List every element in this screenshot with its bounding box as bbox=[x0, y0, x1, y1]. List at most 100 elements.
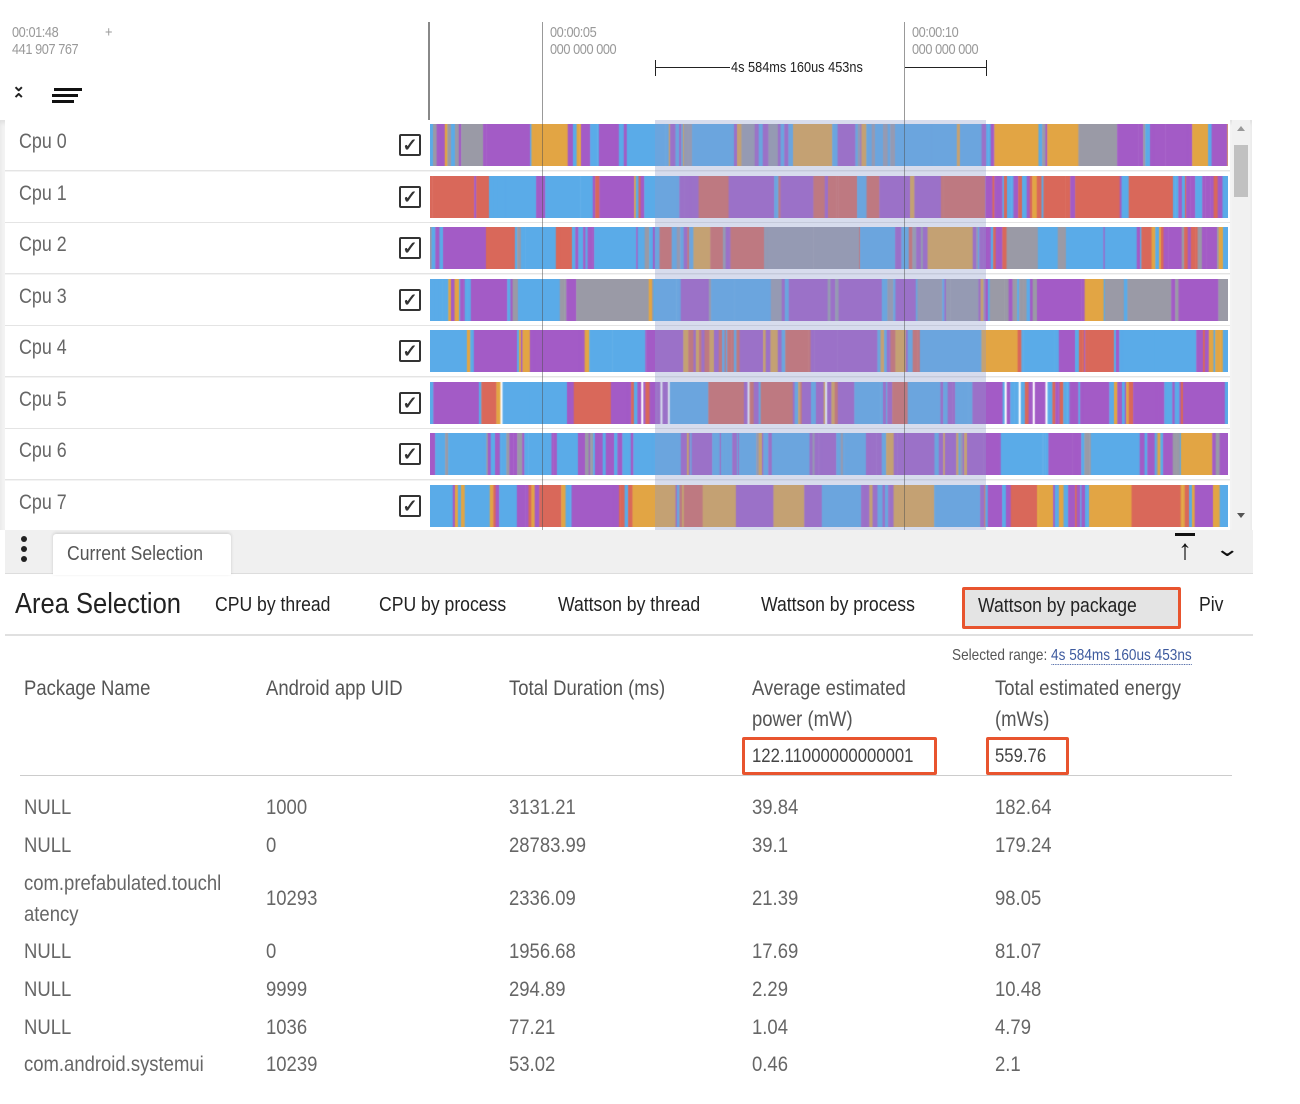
col-header-avg-power[interactable]: Average estimated power (mW) bbox=[752, 677, 906, 731]
collapse-panel-icon[interactable]: ⌄ bbox=[1214, 536, 1241, 561]
cursor-plus: + bbox=[105, 24, 113, 41]
track-label: Cpu 7 bbox=[19, 490, 67, 514]
highlight-box bbox=[986, 737, 1069, 775]
selected-range-link[interactable]: 4s 584ms 160us 453ns bbox=[1051, 647, 1192, 665]
subtab-wattson-by-process[interactable]: Wattson by process bbox=[761, 594, 915, 616]
tick-ns: 000 000 000 bbox=[912, 41, 979, 58]
cell-package: NULL bbox=[24, 940, 72, 963]
col-header-uid[interactable]: Android app UID bbox=[266, 677, 403, 700]
sort-lines-icon[interactable] bbox=[52, 88, 82, 103]
subtab-cpu-by-thread[interactable]: CPU by thread bbox=[215, 594, 331, 616]
cell-uid: 0 bbox=[266, 834, 277, 857]
tick-time: 00:00:05 bbox=[550, 24, 597, 41]
cpu-tracks: Cpu 0 ✓ Cpu 1 ✓ Cpu 2 ✓ Cpu 3 ✓ Cpu 4 ✓ … bbox=[0, 120, 1252, 530]
cell-duration: 3131.21 bbox=[509, 796, 576, 819]
tab-label: Current Selection bbox=[67, 543, 203, 565]
subtab-pivot[interactable]: Piv bbox=[1199, 594, 1224, 616]
track-checkbox[interactable]: ✓ bbox=[399, 185, 421, 208]
col-header-total-energy[interactable]: Total estimated energy (mWs) bbox=[995, 677, 1181, 731]
subtab-wattson-by-package[interactable]: Wattson by package bbox=[962, 587, 1181, 629]
scrollbar-thumb[interactable] bbox=[1234, 145, 1248, 197]
cpu-slices[interactable] bbox=[430, 330, 1228, 372]
expand-collapse-icon[interactable]: ⌄ ⌃ bbox=[12, 78, 26, 109]
cpu-slices[interactable] bbox=[430, 124, 1228, 166]
highlight-box bbox=[742, 737, 937, 775]
subtab-cpu-by-process[interactable]: CPU by process bbox=[379, 594, 507, 616]
cell-avg-power: 1.04 bbox=[752, 1016, 788, 1039]
cpu-slices[interactable] bbox=[430, 278, 1228, 321]
tick-line bbox=[904, 120, 905, 530]
cpu-track[interactable]: Cpu 2 ✓ bbox=[5, 223, 1230, 274]
cell-duration: 53.02 bbox=[509, 1053, 556, 1076]
track-checkbox[interactable]: ✓ bbox=[399, 443, 421, 465]
cursor-ns: 441 907 767 bbox=[12, 41, 79, 58]
cell-energy: 182.64 bbox=[995, 796, 1052, 819]
tick-line bbox=[904, 22, 905, 122]
header-divider bbox=[20, 775, 1232, 776]
cpu-slices[interactable] bbox=[430, 175, 1228, 218]
track-checkbox[interactable]: ✓ bbox=[399, 340, 421, 362]
cpu-slices[interactable] bbox=[430, 381, 1228, 424]
scroll-down-icon[interactable] bbox=[1237, 513, 1245, 518]
track-checkbox[interactable]: ✓ bbox=[399, 134, 421, 156]
cpu-track[interactable]: Cpu 4 ✓ bbox=[5, 326, 1230, 377]
cpu-slices[interactable] bbox=[430, 433, 1228, 475]
cell-package: com.prefabulated.touchl atency bbox=[24, 872, 222, 926]
cell-package: NULL bbox=[24, 1016, 72, 1039]
tick-line bbox=[542, 120, 543, 530]
cell-energy: 98.05 bbox=[995, 887, 1042, 910]
cpu-track[interactable]: Cpu 6 ✓ bbox=[5, 429, 1230, 480]
cell-energy: 2.1 bbox=[995, 1053, 1021, 1076]
track-checkbox[interactable]: ✓ bbox=[399, 494, 421, 517]
cell-energy: 10.48 bbox=[995, 978, 1042, 1001]
cell-duration: 1956.68 bbox=[509, 940, 576, 963]
maximize-panel-icon[interactable]: ↑ bbox=[1175, 533, 1195, 564]
track-label: Cpu 6 bbox=[19, 439, 67, 462]
subtab-label: Wattson by package bbox=[978, 595, 1137, 617]
total-avg-power: 122.11000000000001 bbox=[752, 746, 914, 767]
cell-avg-power: 39.84 bbox=[752, 796, 799, 819]
track-checkbox[interactable]: ✓ bbox=[399, 237, 421, 259]
selection-duration: 4s 584ms 160us 453ns bbox=[731, 59, 863, 76]
tick-time: 00:00:10 bbox=[912, 24, 959, 41]
tracks-scrollbar[interactable] bbox=[1232, 120, 1250, 530]
cell-duration: 28783.99 bbox=[509, 834, 587, 857]
cpu-track[interactable]: Cpu 1 ✓ bbox=[5, 171, 1230, 223]
cpu-track[interactable]: Cpu 3 ✓ bbox=[5, 274, 1230, 326]
cpu-slices[interactable] bbox=[430, 484, 1228, 527]
tab-current-selection[interactable]: Current Selection bbox=[53, 534, 231, 575]
cell-duration: 77.21 bbox=[509, 1016, 556, 1039]
area-selection-title: Area Selection bbox=[15, 588, 181, 620]
cpu-track[interactable]: Cpu 0 ✓ bbox=[5, 120, 1230, 171]
scroll-up-icon[interactable] bbox=[1237, 126, 1245, 131]
cell-energy: 4.79 bbox=[995, 1016, 1031, 1039]
track-label: Cpu 4 bbox=[19, 336, 67, 359]
track-label: Cpu 5 bbox=[19, 387, 67, 411]
cell-duration: 2336.09 bbox=[509, 887, 576, 910]
cpu-track[interactable]: Cpu 7 ✓ bbox=[5, 480, 1230, 530]
track-checkbox[interactable]: ✓ bbox=[399, 391, 421, 414]
area-selection-header: Area Selection CPU by thread CPU by proc… bbox=[5, 574, 1253, 636]
selection-duration-marker: 4s 584ms 160us 453ns bbox=[655, 59, 987, 76]
cell-uid: 10293 bbox=[266, 887, 318, 910]
selected-range-label: Selected range: bbox=[952, 647, 1048, 664]
col-header-package-name[interactable]: Package Name bbox=[24, 677, 151, 700]
cell-avg-power: 17.69 bbox=[752, 940, 799, 963]
col-header-duration[interactable]: Total Duration (ms) bbox=[509, 677, 666, 700]
cursor-time: 00:01:48 bbox=[12, 24, 59, 41]
track-checkbox[interactable]: ✓ bbox=[399, 288, 421, 311]
more-menu-icon[interactable] bbox=[21, 536, 29, 562]
selected-range: Selected range: 4s 584ms 160us 453ns bbox=[952, 647, 1192, 665]
timeline-header: 00:01:48 + 441 907 767 ⌄ ⌃ 00:00:05 000 0… bbox=[0, 0, 1252, 122]
cpu-slices[interactable] bbox=[430, 227, 1228, 269]
cell-package: NULL bbox=[24, 834, 72, 857]
cell-uid: 1000 bbox=[266, 796, 308, 819]
tick-line bbox=[542, 22, 543, 122]
cpu-track[interactable]: Cpu 5 ✓ bbox=[5, 377, 1230, 429]
panel-divider[interactable] bbox=[428, 22, 430, 122]
cell-package: com.android.systemui bbox=[24, 1053, 204, 1076]
subtab-wattson-by-thread[interactable]: Wattson by thread bbox=[558, 594, 701, 616]
total-energy: 559.76 bbox=[995, 746, 1047, 767]
tick-ns: 000 000 000 bbox=[550, 41, 617, 58]
cell-avg-power: 2.29 bbox=[752, 978, 788, 1001]
